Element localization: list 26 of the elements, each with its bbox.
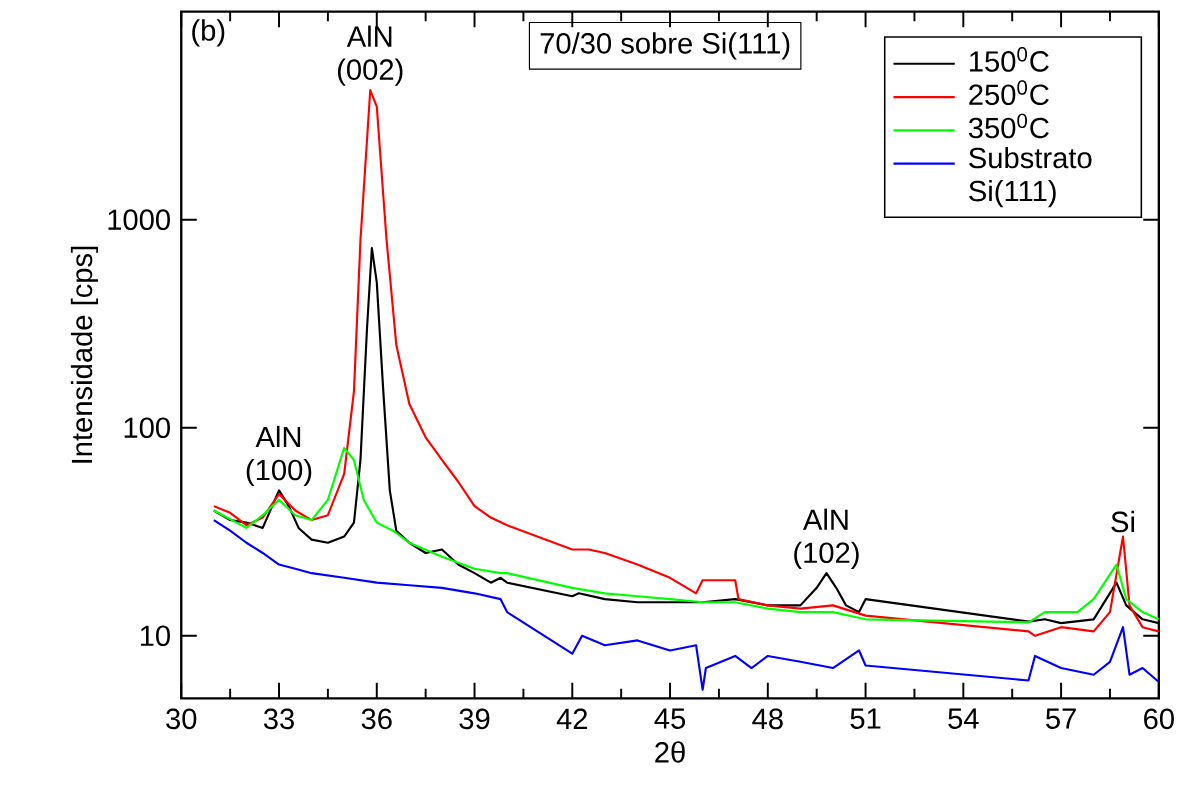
- y-tick-label: 10: [140, 625, 170, 647]
- x-tick-label: 60: [1144, 708, 1174, 730]
- y-axis-title: Intensidade [cps]: [70, 247, 99, 463]
- x-tick-label: 51: [850, 708, 881, 730]
- annotation: AlN (002): [337, 25, 403, 86]
- legend-label: 350$^{0}$C: [968, 113, 1049, 139]
- legend-label: 250$^{0}$C: [969, 80, 1049, 106]
- x-tick-label: 45: [654, 708, 686, 730]
- annotation: Si: [1111, 510, 1135, 533]
- x-tick-label: 57: [1046, 708, 1076, 730]
- x-tick-label: 30: [166, 708, 197, 730]
- x-tick-label: 48: [752, 708, 783, 730]
- x-tick-label: 42: [556, 708, 588, 730]
- legend-label: Substrato Si(111): [969, 147, 1092, 208]
- annotation: (b): [192, 19, 225, 47]
- y-tick-label: 100: [124, 417, 170, 439]
- x-tick-label: 54: [948, 708, 979, 730]
- annotation: 70/30 sobre Si(111): [540, 32, 790, 60]
- x-tick-label: 36: [361, 708, 392, 730]
- x-tick-label: 39: [459, 708, 490, 730]
- x-tick-label: 33: [263, 708, 294, 730]
- y-tick-label: 1000: [108, 209, 170, 231]
- annotation: AlN (102): [794, 508, 859, 570]
- annotation: AlN (100): [246, 426, 312, 487]
- x-axis-title: 2θ: [655, 741, 685, 763]
- legend-label: 150$^{0}$C: [970, 47, 1049, 72]
